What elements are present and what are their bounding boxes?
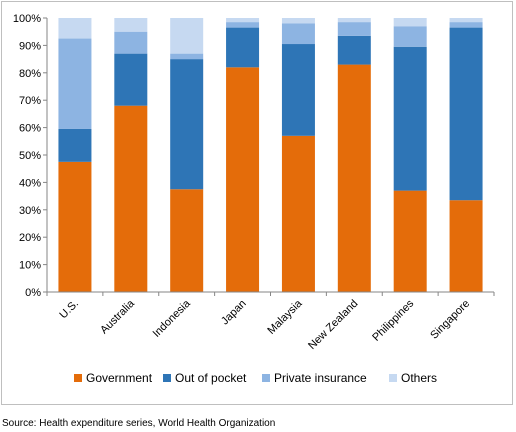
bar-segment-out-of-pocket (226, 27, 260, 68)
legend-swatch-others (389, 374, 397, 382)
bar-segment-government (393, 190, 427, 292)
bar-segment-others (337, 18, 371, 23)
bar-segment-private-insurance (226, 22, 260, 28)
bar-segment-others (449, 18, 483, 23)
y-tick-label: 10% (19, 260, 41, 272)
bar-segment-others (58, 18, 92, 39)
legend-swatch-out-of-pocket (163, 374, 171, 382)
bar-segment-government (281, 135, 315, 292)
y-tick-label: 70% (19, 95, 41, 107)
x-tick-label: Australia (98, 297, 137, 336)
bar-segment-others (170, 18, 204, 54)
y-tick-label: 40% (19, 177, 41, 189)
legend: Government Out of pocket Private insurance… (74, 371, 437, 385)
bar-segment-government (114, 105, 148, 293)
y-tick-label: 50% (19, 150, 41, 162)
bars-layer (58, 18, 483, 293)
y-tick-label: 100% (13, 13, 41, 25)
bar-segment-out-of-pocket (393, 46, 427, 191)
bar-segment-private-insurance (170, 53, 204, 60)
x-tick-label: Malaysia (265, 297, 305, 337)
bar-segment-others (114, 18, 148, 32)
legend-label-government: Government (86, 371, 153, 385)
bar-segment-private-insurance (114, 31, 148, 54)
x-tick-label: U.S. (57, 298, 81, 322)
bar-segment-out-of-pocket (170, 59, 204, 190)
chart-frame: 0% 10% 20% 30% 40% 50% 60% 70% 80% 90% 100% U.S. Aus… (1, 1, 513, 405)
bar-segment-out-of-pocket (281, 44, 315, 136)
bar-segment-government (226, 67, 260, 292)
y-tick-label: 0% (25, 287, 41, 299)
x-tick-label: Japan (219, 298, 249, 328)
bar-segment-private-insurance (449, 22, 483, 28)
x-tick-label: New Zealand (306, 298, 360, 352)
legend-label-private-insurance: Private insurance (274, 371, 367, 385)
x-tick-label: Indonesia (151, 297, 194, 340)
bar-segment-out-of-pocket (114, 53, 148, 106)
bar-segment-private-insurance (393, 26, 427, 47)
bar-segment-others (281, 18, 315, 24)
bar-segment-government (337, 64, 371, 292)
bar-segment-others (393, 18, 427, 27)
bar-segment-others (226, 18, 260, 23)
legend-swatch-government (74, 374, 82, 382)
bar-segment-out-of-pocket (337, 35, 371, 65)
y-tick-label: 90% (19, 40, 41, 52)
bar-segment-government (449, 200, 483, 292)
y-tick-label: 20% (19, 232, 41, 244)
source-note: Source: Health expenditure series, World… (2, 418, 276, 429)
y-tick-label: 80% (19, 68, 41, 80)
bar-segment-out-of-pocket (449, 27, 483, 201)
legend-swatch-private-insurance (262, 374, 270, 382)
y-tick-label: 60% (19, 123, 41, 135)
bar-segment-government (58, 161, 92, 292)
bar-segment-private-insurance (281, 23, 315, 45)
bar-segment-government (170, 189, 204, 292)
legend-label-others: Others (401, 371, 437, 385)
bar-segment-private-insurance (58, 38, 92, 129)
y-tick-label: 30% (19, 205, 41, 217)
x-tick-label: Philippines (370, 297, 416, 343)
legend-label-out-of-pocket: Out of pocket (175, 371, 247, 385)
bar-segment-out-of-pocket (58, 128, 92, 162)
x-tick-label: Singapore (428, 298, 472, 342)
bar-segment-private-insurance (337, 22, 371, 36)
stacked-bar-chart: 0% 10% 20% 30% 40% 50% 60% 70% 80% 90% 100% U.S. Aus… (13, 13, 495, 385)
